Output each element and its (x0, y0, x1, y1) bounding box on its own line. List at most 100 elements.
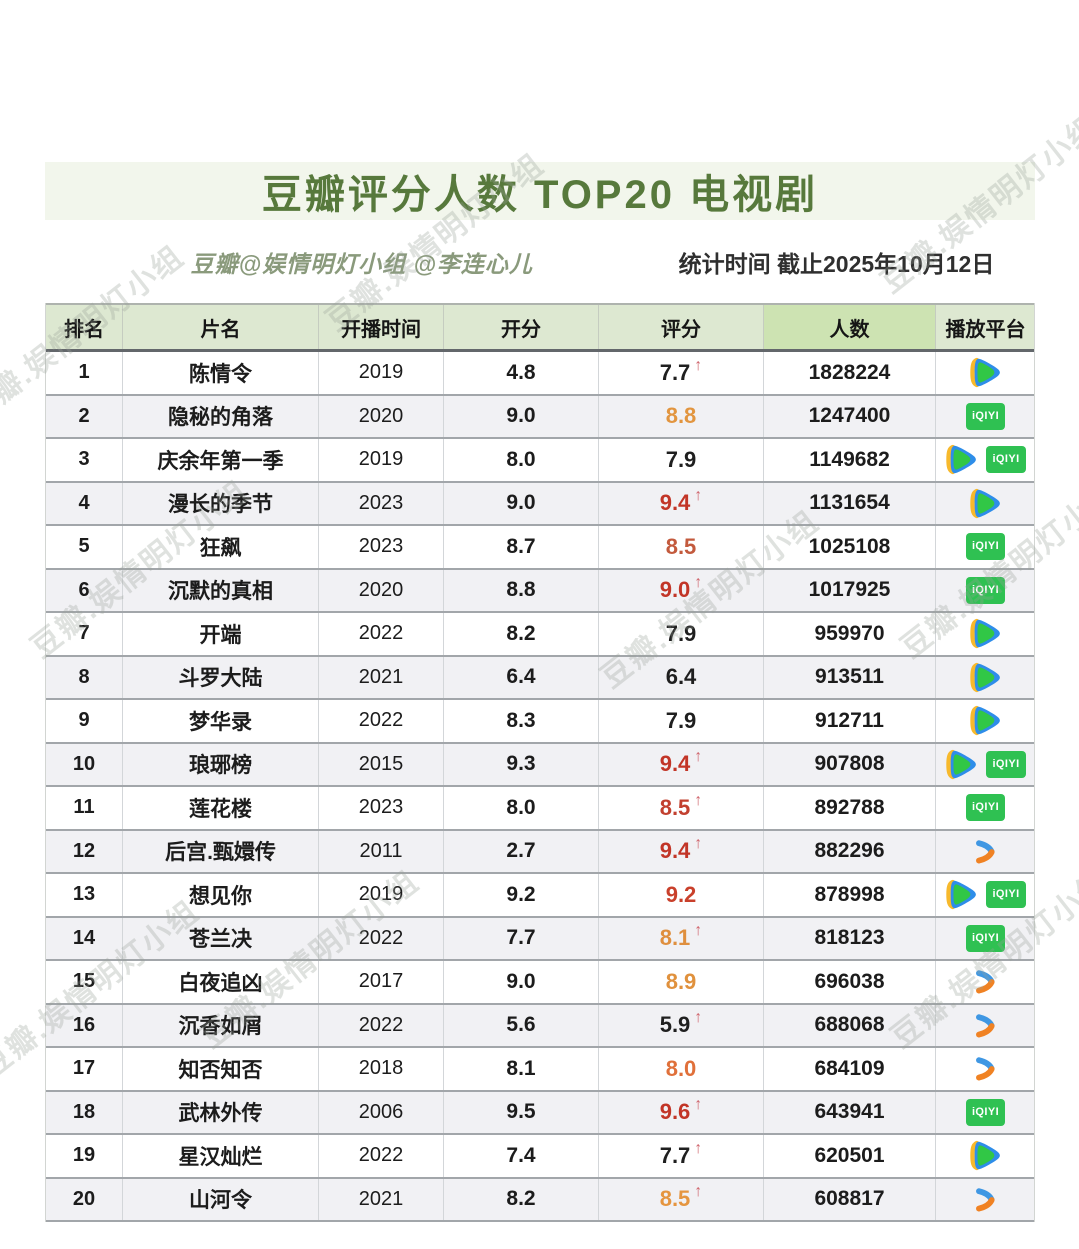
platform-icons (969, 662, 1002, 693)
rating-value: 6.4 (665, 664, 697, 690)
air-year-cell: 2019 (319, 874, 444, 916)
votes-cell: 818123 (764, 917, 936, 959)
votes-cell: 608817 (764, 1178, 936, 1220)
rank-cell: 13 (46, 874, 123, 916)
tencent-video-icon (945, 879, 978, 910)
table-row: 5 狂飙 2023 8.7 8.5 1025108 iQIYI (46, 526, 1034, 570)
platform-cell: iQIYI (936, 1092, 1035, 1134)
drama-name-cell: 隐秘的角落 (123, 395, 319, 437)
page-title: 豆瓣评分人数 TOP20 电视剧 (261, 173, 819, 217)
open-score-cell: 8.2 (444, 613, 599, 655)
rating-value: 8.1 (659, 925, 691, 951)
table-row: 2 隐秘的角落 2020 9.0 8.8 1247400 iQIYI (46, 395, 1035, 439)
youku-icon (971, 1011, 1000, 1040)
platform-cell: iQIYI (936, 396, 1035, 438)
votes-cell: 912711 (764, 700, 936, 742)
open-score-cell: 8.2 (444, 1178, 599, 1220)
rank-cell: 1 (46, 352, 123, 394)
rating-value: 7.7 (659, 1142, 691, 1168)
platform-icons (969, 705, 1002, 736)
rating-up-arrow-icon: ↑ (694, 835, 703, 853)
rating-cell: 7.7 ↑ (599, 1135, 764, 1177)
tencent-video-icon (945, 444, 978, 475)
rank-cell: 4 (46, 482, 123, 524)
air-year-cell: 2023 (319, 482, 444, 524)
rating-cell: 5.9 ↑ (599, 1004, 764, 1046)
votes-cell: 696038 (764, 961, 936, 1003)
rank-cell: 5 (46, 526, 123, 568)
tencent-video-icon (969, 662, 1002, 693)
drama-name-cell: 星汉灿烂 (123, 1135, 319, 1177)
air-year-cell: 2022 (319, 1135, 444, 1177)
open-score-cell: 8.1 (444, 1048, 599, 1090)
platform-icons (971, 1185, 1000, 1214)
table-row: 17 知否知否 2018 8.1 8.0 684109 (46, 1048, 1034, 1092)
rating-up-arrow-icon: ↑ (694, 1183, 703, 1201)
table-row: 6 沉默的真相 2020 8.8 9.0 ↑ 1017925 iQIYI (46, 569, 1034, 613)
rating-cell: 8.5 ↑ (599, 787, 764, 829)
open-score-cell: 9.0 (444, 482, 599, 524)
votes-cell: 643941 (764, 1091, 936, 1133)
air-year-cell: 2023 (319, 787, 444, 829)
iqiyi-icon: iQIYI (986, 750, 1026, 778)
rating-cell: 8.8 (599, 395, 764, 437)
title-band: 豆瓣评分人数 TOP20 电视剧 (45, 162, 1035, 220)
table-row: 13 想见你 2019 9.2 9.2 878998 iQIYI (46, 874, 1034, 918)
table-row: 10 琅琊榜 2015 9.3 9.4 ↑ 907808 iQIYI (46, 743, 1034, 787)
rating-value: 5.9 (659, 1012, 691, 1038)
ranking-sheet: 豆瓣评分人数 TOP20 电视剧 豆瓣@娱情明灯小组 @李连心儿 统计时间 截止… (45, 162, 1035, 1222)
rating-up-arrow-icon: ↑ (694, 791, 703, 809)
rating-value: 8.8 (665, 403, 697, 429)
open-score-cell: 8.7 (444, 526, 599, 568)
table-row: 3 庆余年第一季 2019 8.0 7.9 1149682 iQIYI (46, 439, 1034, 483)
header-open-score: 开分 (444, 305, 599, 349)
rank-cell: 18 (46, 1091, 123, 1133)
drama-name-cell: 沉香如屑 (123, 1004, 319, 1046)
drama-name-cell: 狂飙 (123, 526, 319, 568)
table-row: 9 梦华录 2022 8.3 7.9 912711 (46, 700, 1034, 744)
votes-cell: 688068 (764, 1004, 936, 1046)
rating-value: 9.0 (659, 577, 691, 603)
rating-cell: 6.4 (599, 656, 764, 698)
iqiyi-icon: iQIYI (986, 881, 1026, 909)
rating-cell: 9.4 ↑ (599, 743, 764, 785)
table-header-row: 排名 片名 开播时间 开分 评分 人数 播放平台 (46, 303, 1034, 352)
votes-cell: 1828224 (764, 352, 936, 394)
open-score-cell: 8.0 (444, 439, 599, 481)
platform-cell (936, 1005, 1035, 1047)
platform-cell (936, 657, 1035, 699)
votes-cell: 892788 (764, 787, 936, 829)
drama-name-cell: 开端 (123, 613, 319, 655)
platform-cell: iQIYI (936, 439, 1035, 481)
air-year-cell: 2020 (319, 395, 444, 437)
platform-cell (936, 1179, 1035, 1221)
header-votes: 人数 (764, 305, 936, 349)
tencent-video-icon (969, 1140, 1002, 1171)
platform-cell (936, 613, 1035, 655)
drama-name-cell: 莲花楼 (123, 787, 319, 829)
votes-cell: 882296 (764, 830, 936, 872)
header-rating: 评分 (599, 305, 764, 349)
air-year-cell: 2023 (319, 526, 444, 568)
votes-cell: 620501 (764, 1135, 936, 1177)
table-row: 7 开端 2022 8.2 7.9 959970 (46, 613, 1034, 657)
platform-icons: iQIYI (965, 794, 1006, 822)
platform-icons: iQIYI (965, 924, 1006, 952)
drama-name-cell: 白夜追凶 (123, 961, 319, 1003)
open-score-cell: 8.0 (444, 787, 599, 829)
votes-cell: 1149682 (764, 439, 936, 481)
open-score-cell: 8.3 (444, 700, 599, 742)
votes-cell: 907808 (764, 743, 936, 785)
votes-cell: 878998 (764, 874, 936, 916)
tencent-video-icon (969, 357, 1002, 388)
iqiyi-icon: iQIYI (965, 1098, 1006, 1126)
rank-cell: 6 (46, 569, 123, 611)
rank-cell: 15 (46, 961, 123, 1003)
rating-value: 9.4 (659, 751, 691, 777)
platform-cell: iQIYI (936, 526, 1035, 568)
drama-name-cell: 斗罗大陆 (123, 656, 319, 698)
rank-cell: 12 (46, 830, 123, 872)
platform-icons: iQIYI (965, 1098, 1006, 1126)
air-year-cell: 2021 (319, 1178, 444, 1220)
rating-cell: 7.7 ↑ (599, 352, 764, 394)
